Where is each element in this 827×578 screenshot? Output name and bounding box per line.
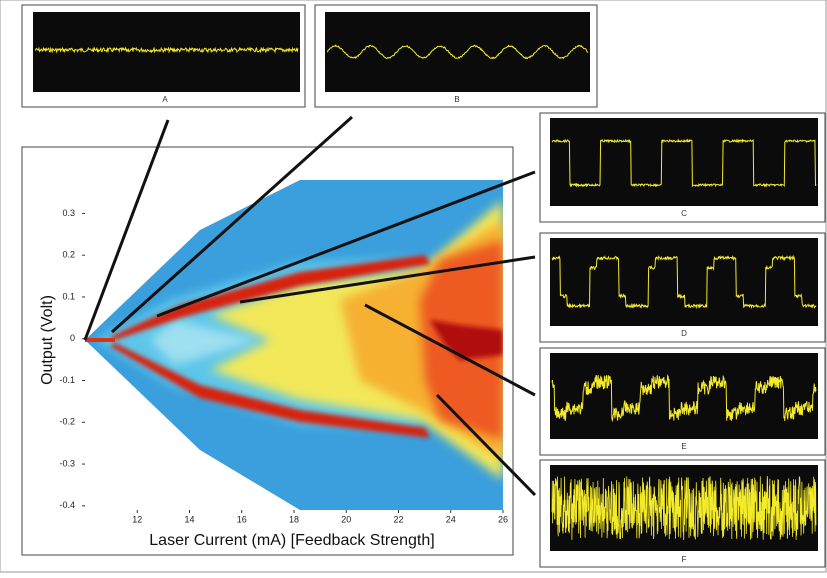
inset-label: A xyxy=(162,95,168,104)
inset-label: E xyxy=(681,442,686,451)
figure: Laser Current (mA) [Feedback Strength] O… xyxy=(0,0,827,573)
y-axis-label: Output (Volt) xyxy=(39,295,56,385)
inset-label: C xyxy=(681,209,687,218)
y-tick-label: -0.2 xyxy=(59,417,75,427)
y-tick-label: 0.1 xyxy=(62,291,75,301)
x-tick-label: 16 xyxy=(237,514,247,524)
scope-screen xyxy=(550,118,818,206)
x-tick-label: 14 xyxy=(184,514,194,524)
x-tick-label: 20 xyxy=(341,514,351,524)
scope-screen xyxy=(550,353,818,439)
y-tick-label: -0.3 xyxy=(59,458,75,468)
scope-screen xyxy=(325,12,590,92)
inset-label: D xyxy=(681,329,687,338)
x-tick-label: 22 xyxy=(393,514,403,524)
y-tick-label: -0.4 xyxy=(59,500,75,510)
x-tick-label: 26 xyxy=(498,514,508,524)
inset-label: B xyxy=(454,95,459,104)
x-axis-label: Laser Current (mA) [Feedback Strength] xyxy=(149,532,434,549)
scope-screen xyxy=(33,12,300,92)
inset-label: F xyxy=(682,555,687,564)
y-tick-label: -0.1 xyxy=(59,375,75,385)
x-tick-label: 24 xyxy=(446,514,456,524)
x-tick-label: 12 xyxy=(132,514,142,524)
y-tick-label: 0.2 xyxy=(62,250,75,260)
x-tick-label: 18 xyxy=(289,514,299,524)
y-tick-label: 0.3 xyxy=(62,208,75,218)
y-tick-label: 0 xyxy=(70,333,75,343)
